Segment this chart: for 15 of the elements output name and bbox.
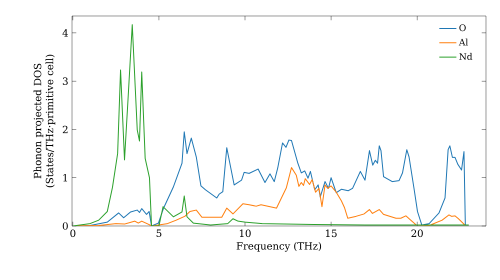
y-tick-label: 4 [62,29,68,37]
y-axis-title: Phonon projected DOS (States/THz·primitive cell) [34,54,56,188]
legend-label: Nd [459,52,472,60]
x-tick-label: 0 [70,230,76,238]
x-tick-label: 20 [411,230,423,238]
y-tick-label: 0 [62,222,68,230]
x-axis-title: Frequency (THz) [236,242,322,252]
legend-label: Al [458,38,468,46]
x-tick-label: 10 [240,230,251,238]
x-tick-label: 5 [156,230,162,237]
legend-label: O [459,24,466,32]
y-tick-label: 2 [62,126,68,134]
x-tick-label: 15 [326,230,337,238]
y-tick-label: 1 [63,174,68,182]
y-tick-label: 3 [62,77,68,85]
